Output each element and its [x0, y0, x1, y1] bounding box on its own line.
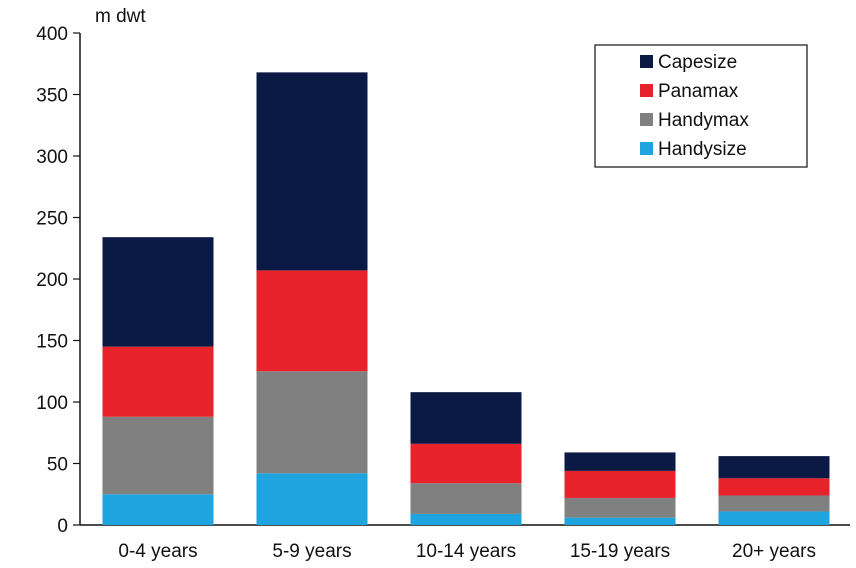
x-tick-label: 10-14 years — [416, 541, 516, 562]
y-axis-label: m dwt — [95, 6, 146, 27]
legend-swatch-handysize — [640, 142, 653, 155]
bar-segment-panamax-5-9-years — [256, 270, 368, 372]
bar-segment-handysize-15-19-years — [564, 517, 676, 525]
bar-segment-panamax-20-years — [718, 478, 830, 496]
legend: Capesize Panamax Handymax Handysize — [594, 44, 808, 168]
bar-segment-handymax-20-years — [718, 495, 830, 512]
y-tick-label: 0 — [57, 516, 68, 537]
x-tick-label: 0-4 years — [118, 541, 197, 562]
y-tick-label: 250 — [36, 209, 68, 230]
legend-label-panamax: Panamax — [658, 81, 739, 102]
bar-segment-capesize-0-4-years — [102, 237, 214, 347]
y-tick-label: 400 — [36, 24, 68, 45]
y-tick-label: 100 — [36, 393, 68, 414]
y-axis-ticks: 0 50 100 150 200 250 300 350 400 — [36, 24, 80, 537]
y-tick-label: 300 — [36, 147, 68, 168]
legend-swatch-capesize — [640, 55, 653, 68]
y-tick-label: 150 — [36, 332, 68, 353]
y-tick-label: 200 — [36, 270, 68, 291]
bar-segment-capesize-5-9-years — [256, 72, 368, 271]
y-tick-label: 350 — [36, 86, 68, 107]
bar-segment-handymax-10-14-years — [410, 483, 522, 514]
x-tick-label: 20+ years — [732, 541, 816, 562]
bar-segment-handymax-0-4-years — [102, 416, 214, 495]
bar-segment-capesize-10-14-years — [410, 392, 522, 444]
bar-segment-handysize-10-14-years — [410, 513, 522, 525]
bar-segment-handysize-0-4-years — [102, 494, 214, 525]
legend-swatch-handymax — [640, 113, 653, 126]
legend-frame — [594, 44, 808, 168]
x-axis-tick-labels: 0-4 years 5-9 years 10-14 years 15-19 years… — [118, 541, 816, 562]
bar-segment-panamax-0-4-years — [102, 346, 214, 417]
x-tick-label: 15-19 years — [570, 541, 670, 562]
bar-segment-handymax-15-19-years — [564, 497, 676, 518]
legend-swatch-panamax — [640, 84, 653, 97]
bar-segment-panamax-15-19-years — [564, 470, 676, 498]
bar-segment-handysize-5-9-years — [256, 473, 368, 525]
bar-segment-handymax-5-9-years — [256, 371, 368, 474]
legend-label-capesize: Capesize — [658, 52, 737, 73]
bars-group — [102, 72, 830, 525]
bar-segment-panamax-10-14-years — [410, 443, 522, 484]
bar-segment-handysize-20-years — [718, 511, 830, 525]
x-tick-label: 5-9 years — [272, 541, 351, 562]
y-tick-label: 50 — [47, 455, 68, 476]
legend-label-handysize: Handysize — [658, 139, 747, 160]
bar-segment-capesize-15-19-years — [564, 452, 676, 471]
bar-segment-capesize-20-years — [718, 456, 830, 479]
legend-label-handymax: Handymax — [658, 110, 749, 131]
